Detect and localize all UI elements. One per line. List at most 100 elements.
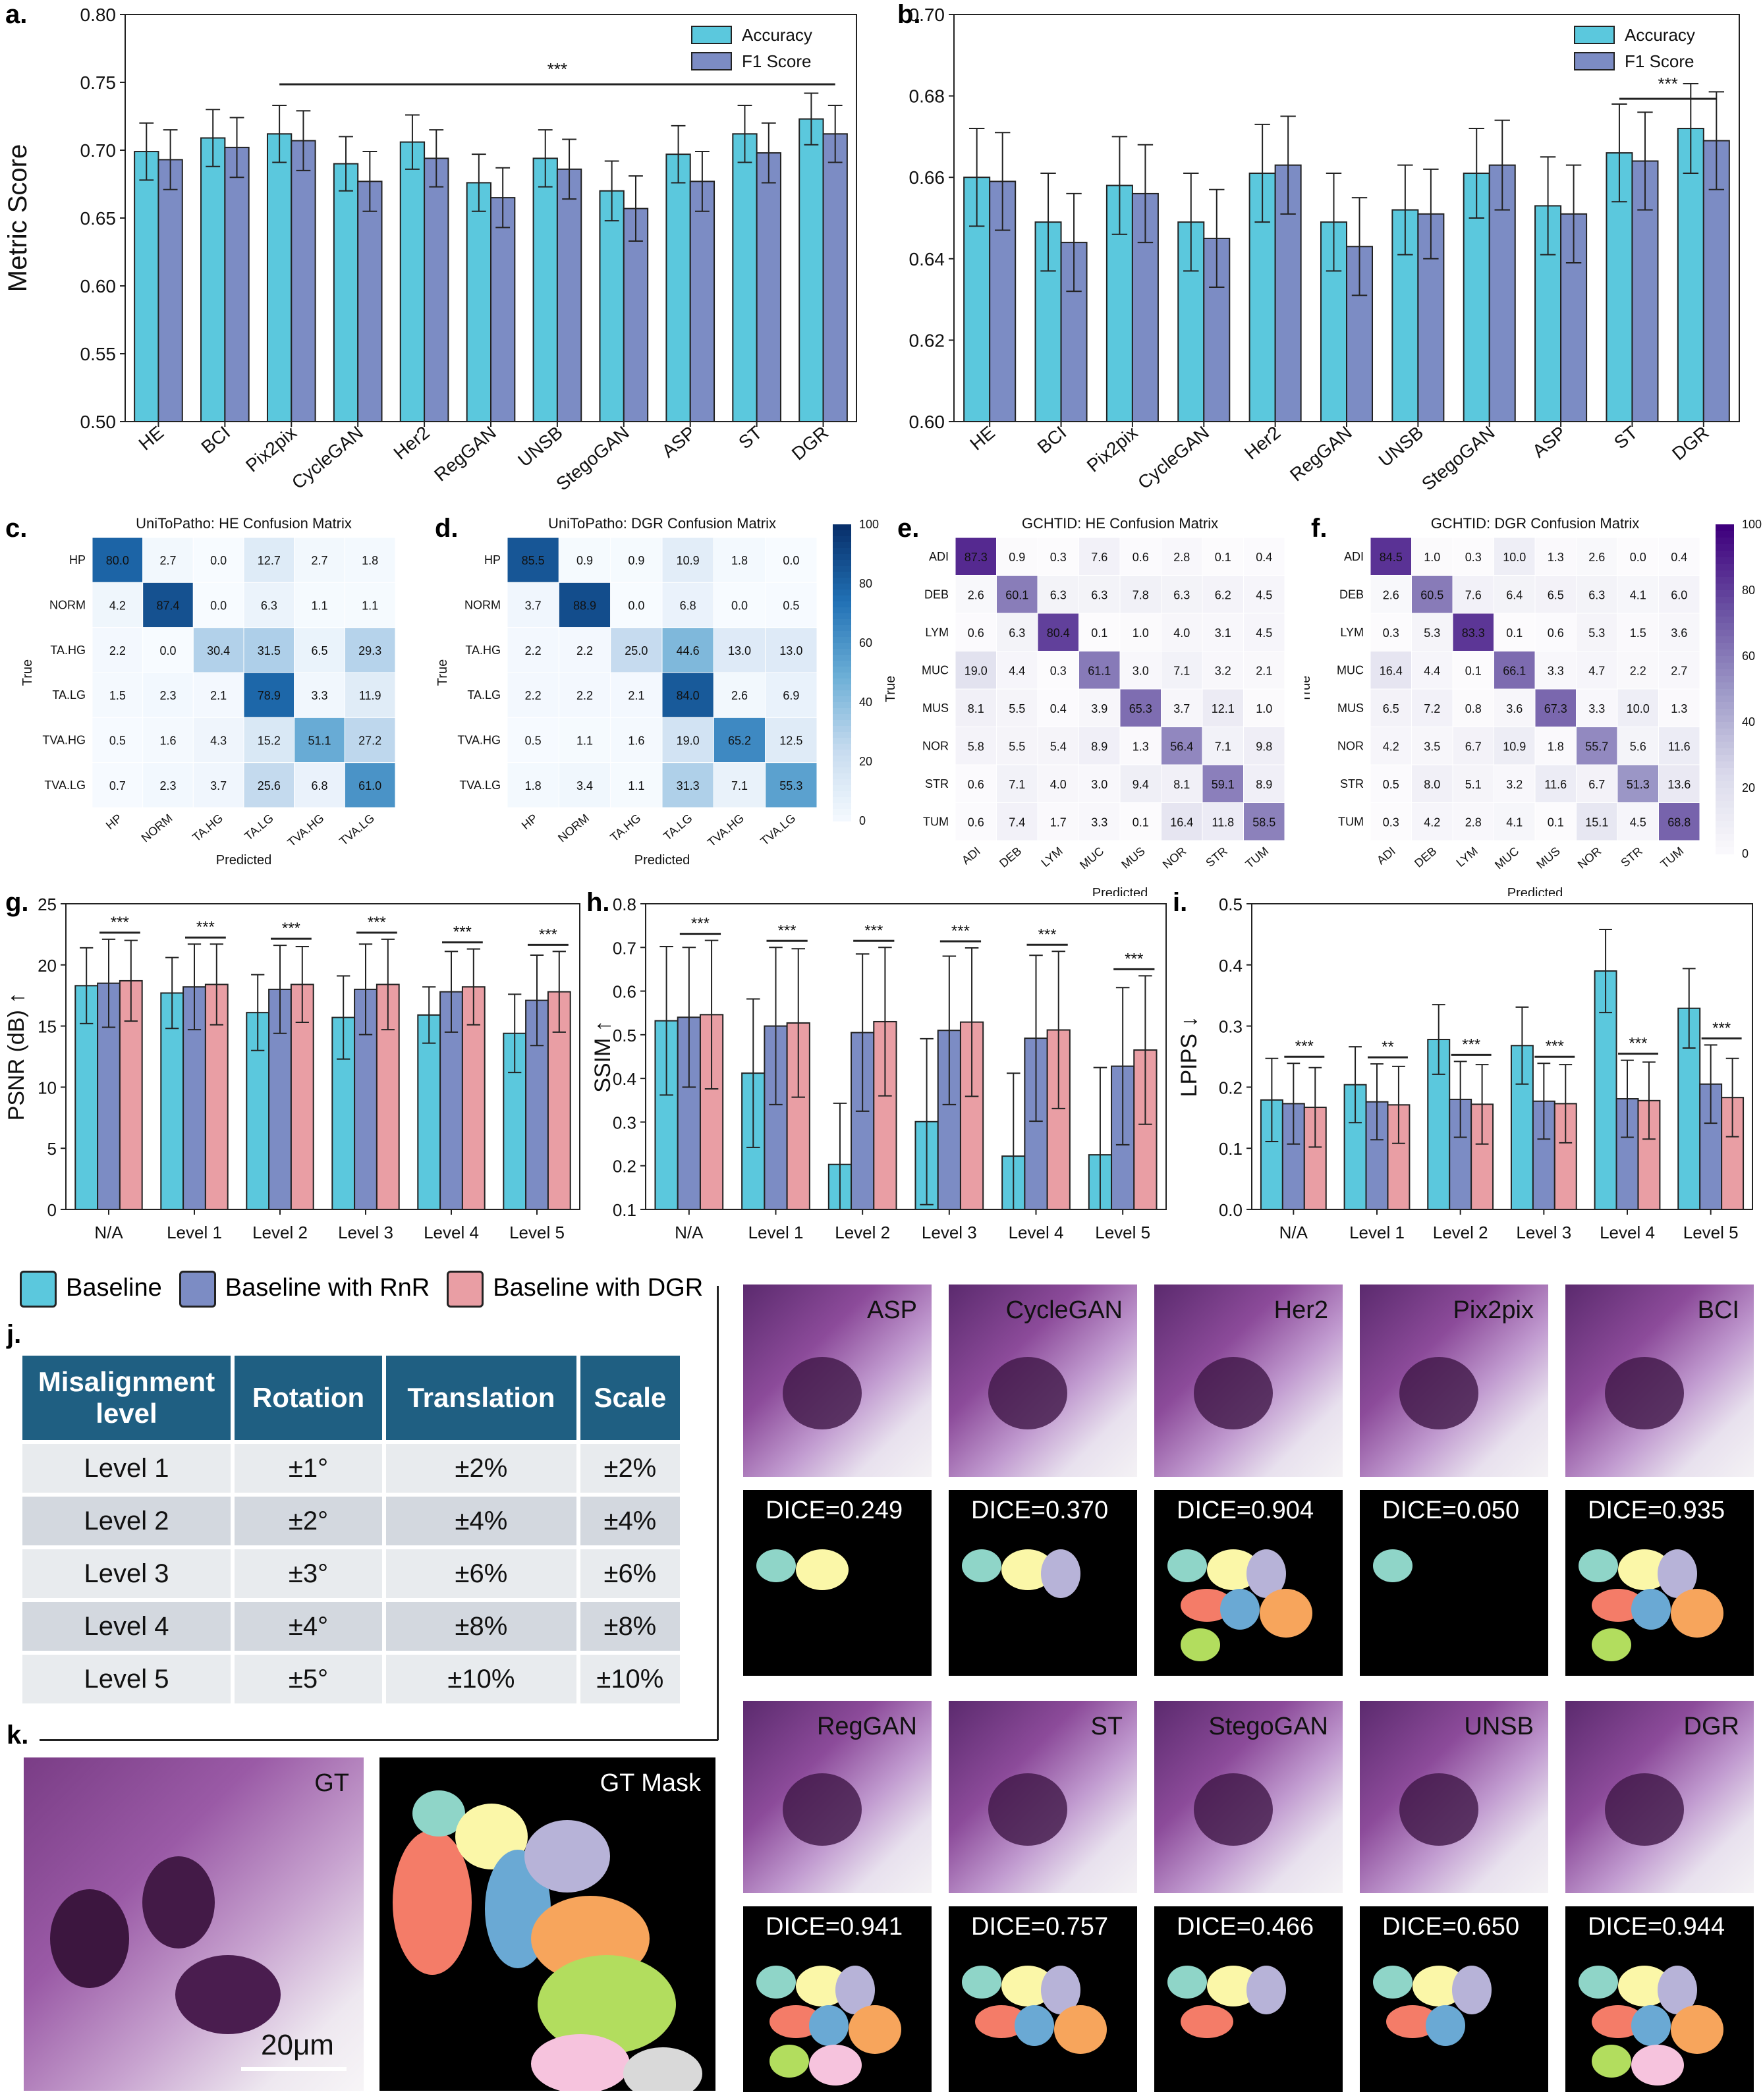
heatmap-value: 87.4 (156, 599, 179, 613)
dice-score: DICE=0.370 (971, 1497, 1109, 1524)
heatmap-cell (1617, 537, 1659, 576)
heatmap-row-label: MUC (922, 663, 949, 677)
heatmap-value: 1.1 (362, 599, 378, 613)
colorbar-tick: 100 (859, 518, 879, 531)
heatmap-value: 6.3 (261, 599, 277, 613)
heatmap-value: 7.8 (1133, 588, 1149, 601)
nucleus-shape (783, 1357, 862, 1429)
x-tick-label: Level 1 (1349, 1223, 1405, 1242)
heatmap-e: GCHTID: HE Confusion Matrix 87.3 0.9 0.3 7.6… (883, 515, 1285, 896)
heatmap-cell (1078, 537, 1121, 576)
x-tick-label: Level 4 (1009, 1223, 1064, 1242)
y-tick-label: 15 (38, 1017, 57, 1037)
x-tick-label: HE (966, 422, 999, 455)
bar (556, 168, 582, 422)
heatmap-value: 0.6 (968, 626, 984, 640)
x-tick-label: Level 2 (1433, 1223, 1488, 1242)
x-tick-label: ASP (1528, 422, 1570, 462)
x-tick-label: BCI (1034, 422, 1071, 458)
heatmap-value: 2.3 (159, 779, 176, 792)
heatmap-value: 0.0 (731, 599, 748, 613)
heatmap-cell (996, 575, 1038, 614)
method-mask-asp: DICE=0.249 (743, 1490, 932, 1676)
panel-letter-j: j. (7, 1320, 22, 1349)
heatmap-cell (1494, 688, 1536, 727)
chart-h-ssim: 0.1 0.2 0.3 0.4 0.5 0.6 0.7 0.8 SSIM ↑ N/A Level 1… (590, 895, 1167, 1242)
heatmap-cell (610, 627, 663, 673)
colorbar-segment (1716, 623, 1734, 630)
heatmap-value: 61.0 (358, 779, 381, 792)
heatmap-cell (661, 582, 714, 628)
heatmap-value: 84.5 (1380, 551, 1403, 564)
heatmap-value: 84.0 (677, 689, 700, 702)
dice-score: DICE=0.249 (766, 1497, 903, 1524)
heatmap-value: 7.1 (1009, 778, 1025, 791)
colorbar-segment (1716, 781, 1734, 788)
colorbar-segment (1716, 643, 1734, 650)
mask-blob (1260, 1589, 1312, 1638)
y-tick-label: 0.1 (613, 1200, 636, 1220)
heatmap-value: 8.0 (1424, 778, 1440, 791)
heatmap-value: 2.3 (159, 689, 176, 702)
table-cell: ±4° (235, 1602, 383, 1651)
table-header: Rotation (235, 1356, 383, 1440)
y-tick-label: 0.66 (909, 167, 945, 188)
heatmap-value: 3.0 (1133, 664, 1149, 677)
mask-blob (1579, 1549, 1618, 1582)
heatmap-value: 3.2 (1506, 778, 1523, 791)
heatmap-cell (765, 582, 818, 628)
method-mask-bci: DICE=0.935 (1565, 1490, 1754, 1676)
heatmap-cell (1576, 688, 1618, 727)
heatmap-cell (1617, 688, 1659, 727)
method-label: ASP (866, 1296, 917, 1324)
heatmap-value: 3.0 (1091, 778, 1107, 791)
heatmap-xlabel: Predicted (634, 853, 690, 868)
x-tick-label: Her2 (390, 422, 434, 464)
method-mask-st: DICE=0.757 (949, 1906, 1137, 2092)
heatmap-value: 11.6 (1668, 740, 1691, 753)
method-image-unsb: UNSB (1360, 1701, 1548, 1893)
colorbar-segment (1716, 570, 1734, 578)
colorbar-segment (833, 809, 851, 815)
mask-blob (1631, 2005, 1671, 2046)
table-cell: ±6% (580, 1549, 680, 1598)
heatmap-value: 0.5 (1383, 778, 1399, 791)
x-tick-label: Level 1 (748, 1223, 804, 1242)
heatmap-cell (1078, 613, 1121, 651)
heatmap-value: 31.5 (258, 644, 281, 657)
heatmap-value: 4.5 (1256, 588, 1272, 601)
bar (599, 190, 625, 422)
colorbar-segment (833, 536, 851, 543)
colorbar-segment (1716, 669, 1734, 677)
heatmap-cell (661, 762, 714, 808)
heatmap-value: 66.1 (1503, 664, 1526, 677)
heatmap-cell (765, 762, 818, 808)
heatmap-value: 3.7 (1173, 702, 1190, 715)
heatmap-value: 2.8 (1173, 551, 1190, 564)
legend-swatch (691, 52, 732, 70)
colorbar-segment (1716, 841, 1734, 848)
colorbar-segment (833, 696, 851, 703)
mask-blob (1054, 2005, 1107, 2054)
colorbar-segment (1716, 709, 1734, 716)
heatmap-value: 0.0 (210, 599, 227, 613)
colorbar-segment (833, 803, 851, 810)
significance-label: *** (196, 918, 215, 936)
heatmap-cell (713, 672, 766, 718)
heatmap-value: 4.2 (1383, 740, 1399, 753)
x-tick-label: Level 4 (1600, 1223, 1655, 1242)
heatmap-col-label: HP (519, 812, 540, 832)
mask-blob (1181, 2005, 1233, 2038)
bar (291, 140, 316, 423)
colorbar-tick: 60 (1742, 649, 1755, 663)
heatmap-row-label: MUS (1337, 702, 1364, 715)
colorbar-segment (1716, 682, 1734, 690)
method-label: DGR (1683, 1713, 1739, 1740)
table-cell: ±10% (386, 1655, 576, 1703)
nucleus-shape (1194, 1357, 1273, 1429)
heatmap-value: 60.1 (1005, 588, 1028, 601)
heatmap-row-label: TUM (923, 815, 949, 828)
bar (490, 197, 516, 422)
heatmap-cell (1202, 764, 1244, 803)
heatmap-cell (1078, 688, 1121, 727)
